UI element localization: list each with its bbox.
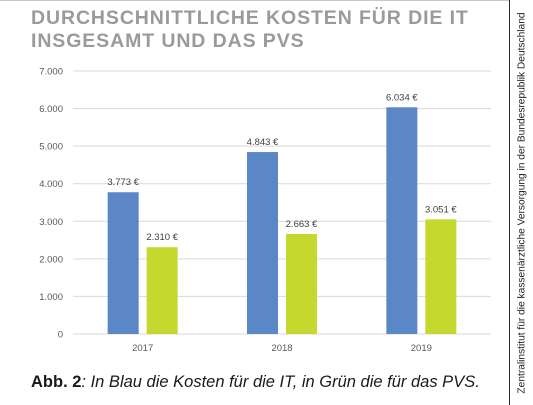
- x-tick-label: 2018: [271, 343, 292, 354]
- bar-2017-series-1: [107, 192, 139, 334]
- y-tick-label: 7.000: [39, 67, 63, 78]
- bar-2018-series-1: [247, 152, 278, 334]
- bar-2019-series-2: [425, 219, 457, 334]
- chart-area: 0 1.000 2.000 3.000 4.000 5.000 6.000 7.000 3.77…: [31, 59, 501, 359]
- figure-caption: Abb. 2: In Blau die Kosten für die IT, i…: [31, 372, 503, 392]
- bar-2017-series-2: [146, 247, 178, 334]
- y-tick-label: 1.000: [39, 292, 63, 303]
- data-label: 2.663 €: [286, 219, 318, 230]
- data-label: 3.773 €: [107, 177, 139, 188]
- side-credit-text: Zentralinstitut für die kassenärztliche …: [516, 11, 527, 394]
- figure-frame: DURCHSCHNITTLICHE KOSTEN FÜR DIE IT INSG…: [0, 0, 509, 392]
- y-tick-label: 3.000: [39, 217, 63, 228]
- y-tick-label: 5.000: [39, 142, 63, 153]
- data-label: 2.310 €: [146, 232, 178, 243]
- chart-title: DURCHSCHNITTLICHE KOSTEN FÜR DIE IT INSG…: [31, 7, 469, 52]
- bar-2019-series-1: [386, 107, 418, 334]
- data-label: 4.843 €: [247, 137, 279, 148]
- side-credit: Zentralinstitut für die kassenärztliche …: [509, 0, 533, 405]
- bar-chart: 0 1.000 2.000 3.000 4.000 5.000 6.000 7.000 3.77…: [39, 67, 491, 354]
- caption-text: : In Blau die Kosten für die IT, in Grün…: [81, 373, 480, 391]
- x-tick-label: 2019: [411, 343, 432, 354]
- data-label: 6.034 €: [386, 92, 418, 103]
- y-tick-label: 6.000: [39, 104, 63, 115]
- caption-label: Abb. 2: [31, 373, 82, 391]
- y-tick-label: 4.000: [39, 179, 63, 190]
- x-tick-label: 2017: [132, 343, 153, 354]
- bar-2018-series-2: [286, 233, 317, 334]
- y-tick-label: 0: [58, 330, 63, 341]
- data-label: 3.051 €: [425, 204, 457, 215]
- y-tick-label: 2.000: [39, 254, 63, 265]
